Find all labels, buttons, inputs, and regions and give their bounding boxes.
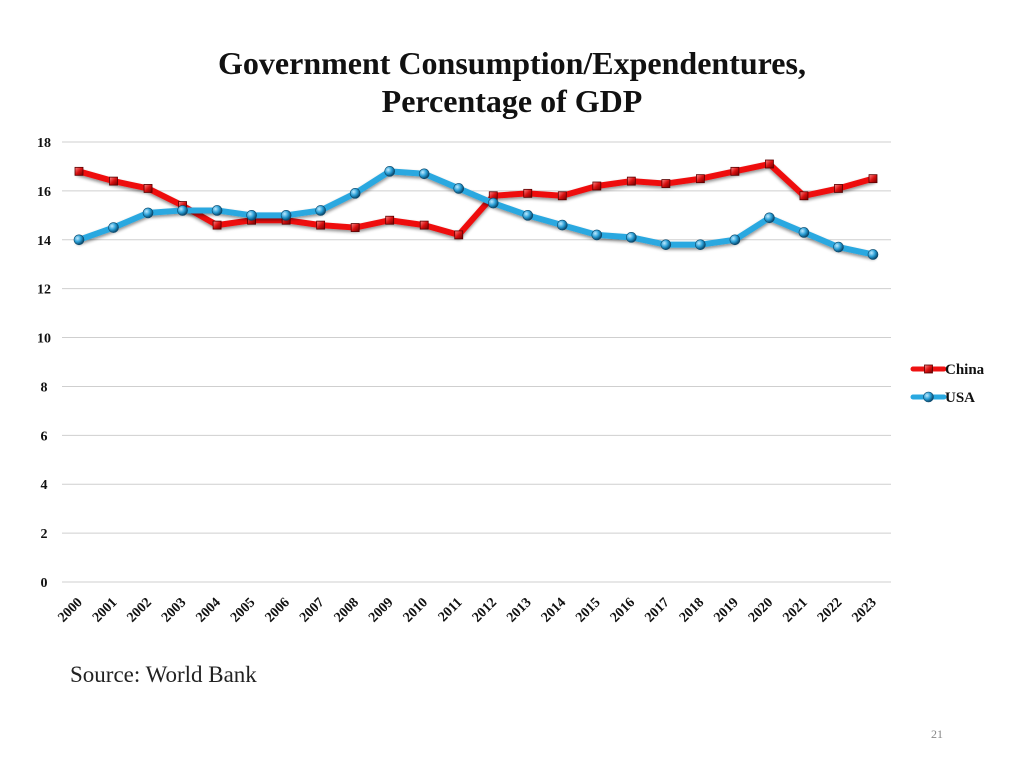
x-tick-label: 2000 xyxy=(55,595,85,625)
legend-marker-china xyxy=(924,364,933,374)
data-point-china xyxy=(74,166,84,176)
data-point-china xyxy=(868,174,878,184)
x-tick-label: 2017 xyxy=(642,595,672,625)
data-point-usa xyxy=(73,234,85,246)
series-line-usa xyxy=(76,168,876,258)
source-note: Source: World Bank xyxy=(70,662,257,687)
data-point-usa xyxy=(557,219,568,231)
data-point-china xyxy=(419,220,429,230)
x-tick-label: 2023 xyxy=(849,595,879,625)
legend-marker-usa xyxy=(923,391,934,403)
chart-title: Government Consumption/Expendentures, Pe… xyxy=(0,44,1024,120)
data-point-usa xyxy=(798,227,810,238)
x-tick-label: 2005 xyxy=(228,595,258,625)
data-point-usa xyxy=(349,188,361,199)
data-point-china xyxy=(799,191,809,201)
data-point-china xyxy=(765,159,774,169)
x-tick-label: 2015 xyxy=(573,595,603,625)
y-tick-label: 8 xyxy=(41,380,48,395)
data-point-china xyxy=(454,230,464,240)
data-point-china xyxy=(316,220,326,230)
data-point-china xyxy=(212,220,222,230)
gridlines xyxy=(62,141,891,583)
x-axis-ticks: 2000 2001 2002 2003 2004 2005 2006 2007 2008 2009… xyxy=(55,595,879,625)
x-tick-label: 2011 xyxy=(436,595,466,625)
data-point-usa xyxy=(626,232,637,243)
data-point-usa xyxy=(108,222,119,233)
x-tick-label: 2022 xyxy=(815,595,845,625)
legend-label-usa: USA xyxy=(945,390,975,406)
data-point-china xyxy=(730,166,740,176)
x-tick-label: 2010 xyxy=(401,595,431,625)
line-chart: 0 2 4 6 8 10 12 14 16 18 2000 2001 2002 2003 2004 2005… xyxy=(37,136,985,626)
x-tick-label: 2012 xyxy=(470,595,500,625)
x-tick-label: 2001 xyxy=(90,595,120,625)
data-point-usa xyxy=(867,249,879,260)
series-lines xyxy=(73,159,879,260)
x-tick-label: 2009 xyxy=(366,595,396,625)
series-line-china xyxy=(76,161,876,238)
data-point-china xyxy=(557,191,567,201)
chart-title-line-1: Government Consumption/Expendentures, xyxy=(218,45,806,81)
data-point-usa xyxy=(522,210,534,221)
data-point-usa xyxy=(384,166,395,177)
x-tick-label: 2002 xyxy=(124,595,154,625)
y-tick-label: 6 xyxy=(41,429,48,444)
data-point-usa xyxy=(418,168,430,180)
x-tick-label: 2021 xyxy=(780,595,810,625)
data-point-usa xyxy=(764,212,775,224)
data-point-usa xyxy=(280,210,292,221)
y-tick-label: 14 xyxy=(37,234,51,249)
data-point-china xyxy=(661,179,671,188)
y-tick-label: 12 xyxy=(37,283,51,298)
data-point-usa xyxy=(211,205,223,216)
y-tick-label: 0 xyxy=(41,576,48,591)
data-point-usa xyxy=(591,229,603,241)
y-tick-label: 18 xyxy=(37,136,51,151)
x-tick-label: 2014 xyxy=(539,595,569,625)
data-point-china xyxy=(834,184,843,193)
y-axis-ticks: 0 2 4 6 8 10 12 14 16 18 xyxy=(37,136,51,591)
x-tick-label: 2006 xyxy=(263,595,293,625)
data-point-china xyxy=(350,223,360,232)
data-point-china xyxy=(626,176,636,186)
data-point-china xyxy=(695,174,705,184)
data-point-china xyxy=(143,184,153,193)
data-point-usa xyxy=(142,207,154,219)
y-tick-label: 10 xyxy=(37,332,51,347)
data-point-usa xyxy=(453,183,465,194)
data-point-usa xyxy=(660,239,672,250)
slide-number: 21 xyxy=(931,727,943,741)
data-point-china xyxy=(523,188,533,198)
x-tick-label: 2008 xyxy=(332,595,362,625)
x-tick-label: 2013 xyxy=(504,595,534,625)
x-tick-label: 2004 xyxy=(194,595,224,625)
legend: China USA xyxy=(910,362,985,406)
chart-title-line-2: Percentage of GDP xyxy=(381,83,643,119)
legend-label-china: China xyxy=(945,362,985,378)
data-point-china xyxy=(592,181,602,191)
x-tick-label: 2003 xyxy=(159,595,189,625)
data-point-china xyxy=(109,176,118,186)
x-tick-label: 2016 xyxy=(608,595,638,625)
y-tick-label: 16 xyxy=(37,185,51,200)
x-tick-label: 2018 xyxy=(677,595,707,625)
data-point-usa xyxy=(729,234,741,246)
data-point-usa xyxy=(695,239,706,250)
data-point-usa xyxy=(487,197,499,209)
x-tick-label: 2020 xyxy=(746,595,776,625)
data-point-usa xyxy=(315,205,326,216)
data-point-usa xyxy=(833,241,844,253)
y-tick-label: 4 xyxy=(41,478,48,493)
y-tick-label: 2 xyxy=(41,527,48,542)
data-point-usa xyxy=(177,205,188,216)
data-point-china xyxy=(385,215,395,225)
x-tick-label: 2019 xyxy=(711,595,741,625)
x-tick-label: 2007 xyxy=(297,595,327,625)
data-point-usa xyxy=(246,210,257,221)
